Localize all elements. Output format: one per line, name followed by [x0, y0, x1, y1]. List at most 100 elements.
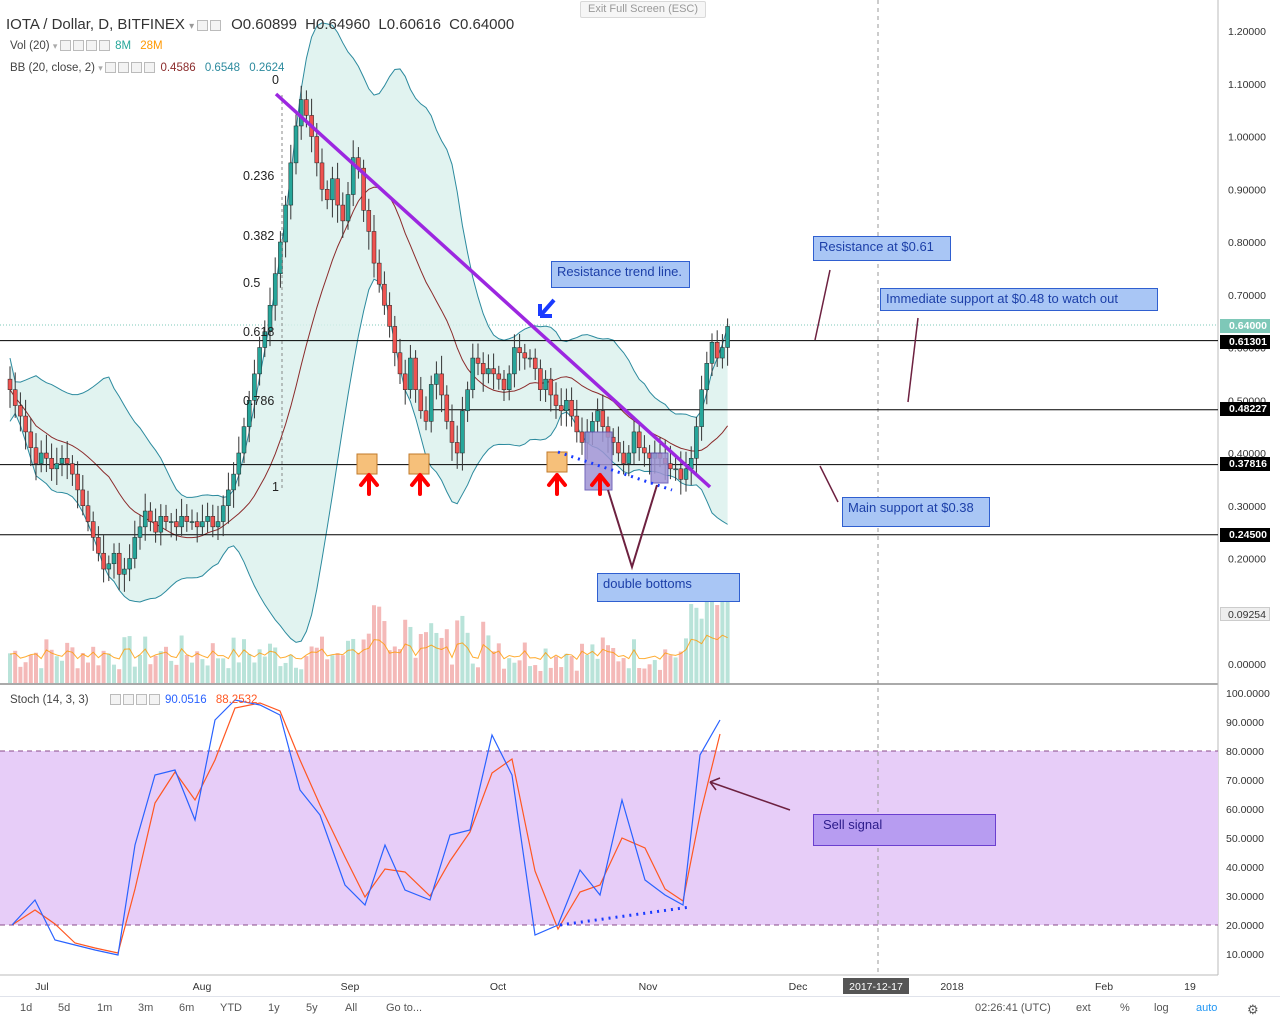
volume-label[interactable]: Vol (20): [10, 40, 50, 52]
volume-bar: [678, 651, 683, 683]
candle-body: [194, 521, 200, 528]
volume-bar: [366, 633, 371, 683]
volume-bar: [117, 669, 122, 683]
dropdown-chevron-icon[interactable]: ▾: [98, 63, 106, 73]
candle-body: [673, 468, 678, 471]
stoch-mini-buttons[interactable]: [109, 694, 162, 706]
candle-body: [12, 389, 18, 406]
percent-toggle[interactable]: %: [1120, 1002, 1130, 1014]
candle-body: [210, 516, 216, 528]
stoch-label[interactable]: Stoch (14, 3, 3): [10, 694, 89, 706]
volume-bar: [91, 646, 96, 683]
volume-bar: [647, 664, 652, 683]
volume-bar: [424, 632, 428, 683]
range-ytd[interactable]: YTD: [220, 1002, 242, 1014]
utc-clock[interactable]: 02:26:41 (UTC): [975, 1002, 1051, 1014]
symbol-mini-buttons[interactable]: [196, 16, 223, 33]
ohlc-open: O0.60899: [231, 16, 297, 33]
volume-bar: [190, 662, 194, 683]
candle-body: [262, 331, 268, 348]
time-axis-label: 2018: [940, 981, 964, 993]
auto-toggle[interactable]: auto: [1196, 1002, 1218, 1014]
ext-toggle[interactable]: ext: [1076, 1002, 1091, 1014]
bb-mini-buttons[interactable]: [105, 62, 157, 74]
stoch-axis-label: 40.0000: [1226, 862, 1264, 874]
range-3m[interactable]: 3m: [138, 1002, 154, 1014]
log-toggle[interactable]: log: [1154, 1002, 1169, 1014]
candle-body: [626, 452, 632, 464]
range-1m[interactable]: 1m: [97, 1002, 113, 1014]
volume-bar: [143, 636, 148, 683]
settings-gear-icon[interactable]: ⚙: [1247, 1002, 1259, 1017]
volume-bar: [262, 656, 267, 683]
stoch-legend: Stoch (14, 3, 3) 90.0516 88.2532: [10, 694, 257, 706]
candle-body: [153, 521, 158, 533]
candle-body: [49, 458, 54, 470]
volume-bar: [564, 653, 569, 683]
time-axis-label: 2017-12-17: [849, 981, 903, 993]
stoch-axis-label: 60.0000: [1226, 804, 1264, 816]
stoch-axis-label: 90.0000: [1226, 717, 1264, 729]
volume-bar: [325, 659, 330, 683]
range-1y[interactable]: 1y: [268, 1002, 280, 1014]
volume-bar: [502, 668, 506, 683]
fib-label: 0.382: [243, 229, 274, 243]
candle-body: [460, 410, 465, 454]
volume-bar: [637, 668, 642, 683]
candle-body: [304, 99, 309, 116]
volume-bar: [465, 632, 470, 683]
bb-label[interactable]: BB (20, close, 2): [10, 62, 96, 74]
candle-body: [340, 204, 346, 222]
volume-bar: [616, 661, 621, 683]
candle-body: [558, 405, 564, 412]
stoch-overbought-band: [0, 751, 1218, 925]
volume-bar: [403, 619, 408, 683]
bb-fill: [10, 22, 728, 643]
range-5y[interactable]: 5y: [306, 1002, 318, 1014]
candle-body: [704, 363, 710, 390]
goto-date-button[interactable]: Go to...: [386, 1002, 423, 1014]
volume-bar: [127, 636, 132, 683]
candle-body: [75, 473, 80, 491]
candle-body: [470, 357, 476, 390]
range-all[interactable]: All: [345, 1002, 358, 1014]
annotation-resistance-trend: Resistance trend line.: [551, 261, 690, 288]
symbol-title[interactable]: IOTA / Dollar, D, BITFINEX: [6, 16, 185, 33]
volume-bar: [460, 615, 465, 683]
bb-legend: BB (20, close, 2) ▾ 0.4586 0.6548 0.2624: [10, 62, 284, 74]
stoch-divergence-dotted-line: [559, 905, 691, 927]
stoch-axis-label: 70.0000: [1226, 775, 1264, 787]
candle-body: [111, 552, 117, 565]
range-6m[interactable]: 6m: [179, 1002, 195, 1014]
candle-body: [413, 357, 418, 390]
bb-middle-value: 0.4586: [160, 62, 196, 74]
volume-bar: [210, 643, 215, 683]
volume-bar: [205, 665, 210, 683]
range-5d[interactable]: 5d: [58, 1002, 71, 1014]
candle-body: [449, 421, 455, 443]
candle-body: [236, 452, 242, 475]
candle-body: [506, 373, 512, 390]
red-up-arrow-icon: [547, 473, 567, 496]
volume-bar: [132, 666, 137, 683]
volume-tag: 0.09254: [1220, 607, 1270, 621]
volume-bar: [278, 666, 283, 683]
volume-bar: [418, 634, 423, 683]
candle-body: [33, 447, 39, 464]
volume-bar: [49, 649, 54, 683]
volume-bar: [309, 646, 314, 683]
candle-body: [423, 410, 429, 422]
volume-bar: [200, 659, 205, 683]
volume-bar: [96, 665, 101, 683]
candle-body: [387, 305, 392, 327]
volume-bar: [377, 606, 382, 683]
volume-ma-line: [9, 634, 728, 661]
candle-body: [54, 463, 60, 470]
volume-mini-buttons[interactable]: [59, 40, 112, 52]
dropdown-chevron-icon[interactable]: ▾: [189, 21, 197, 32]
range-1d[interactable]: 1d: [20, 1002, 33, 1014]
exit-fullscreen-button[interactable]: Exit Full Screen (ESC): [580, 1, 706, 18]
dropdown-chevron-icon[interactable]: ▾: [52, 41, 60, 51]
volume-bar: [621, 658, 626, 683]
